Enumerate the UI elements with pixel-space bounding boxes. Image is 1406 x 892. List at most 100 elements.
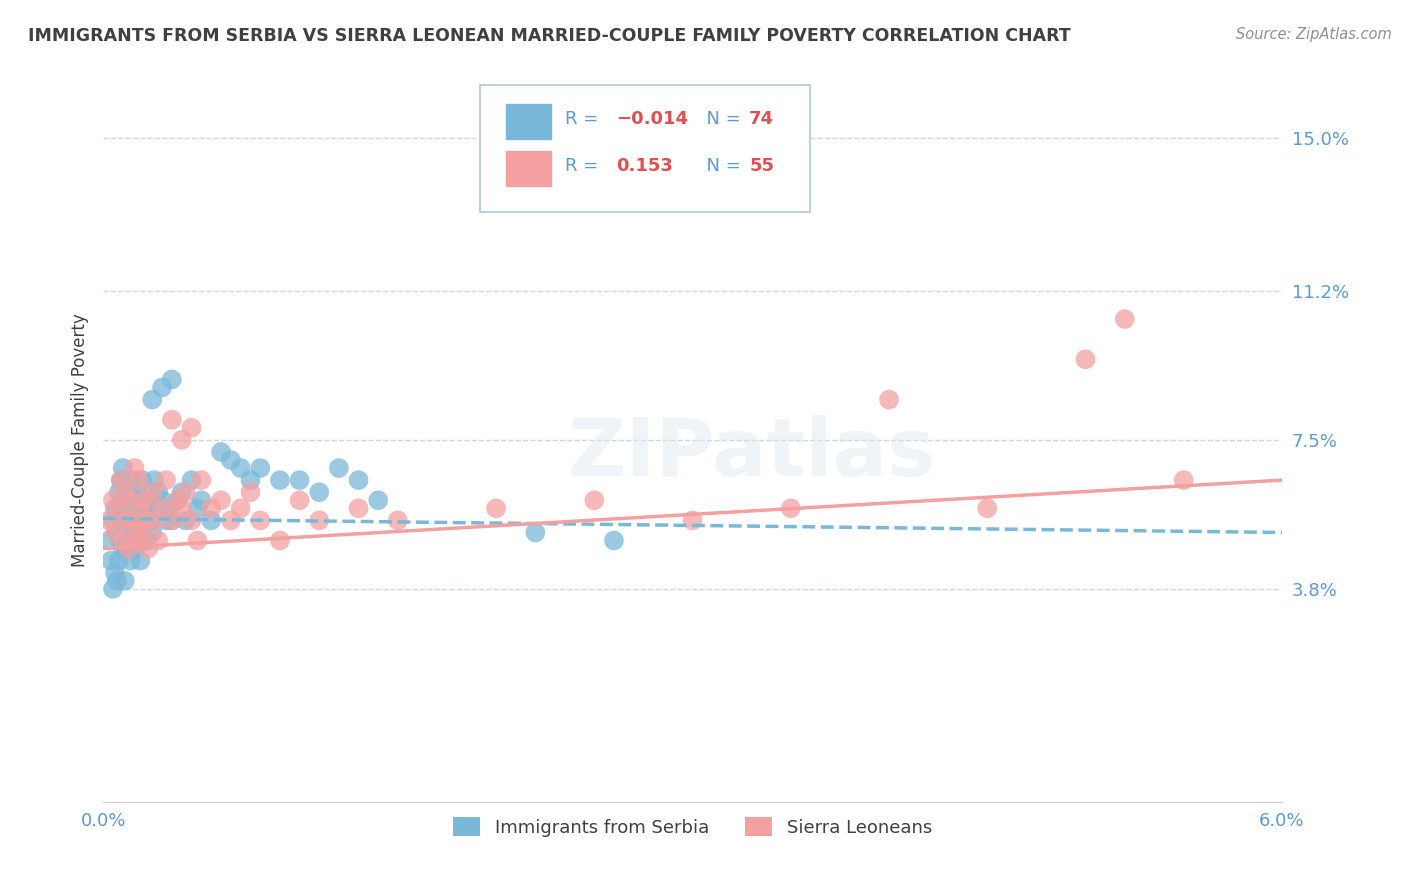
Point xyxy=(229,461,252,475)
Point xyxy=(328,461,350,475)
FancyBboxPatch shape xyxy=(481,85,810,211)
Point xyxy=(200,501,222,516)
Point xyxy=(288,473,311,487)
Point xyxy=(111,513,134,527)
Point xyxy=(120,554,142,568)
Text: N =: N = xyxy=(695,157,747,175)
Point xyxy=(110,533,132,548)
Point xyxy=(110,473,132,487)
Point xyxy=(110,473,132,487)
Point xyxy=(101,493,124,508)
Point xyxy=(190,473,212,487)
Point xyxy=(155,473,177,487)
Point xyxy=(111,461,134,475)
Point xyxy=(174,485,197,500)
Point xyxy=(121,513,143,527)
Point xyxy=(387,513,409,527)
Point xyxy=(118,541,141,556)
Point xyxy=(131,525,153,540)
Point xyxy=(98,533,121,548)
Point xyxy=(121,473,143,487)
Point xyxy=(160,372,183,386)
Point xyxy=(269,473,291,487)
Point xyxy=(108,485,131,500)
Point xyxy=(347,473,370,487)
Point xyxy=(128,533,150,548)
Point xyxy=(141,485,163,500)
Point xyxy=(120,493,142,508)
Point xyxy=(209,493,232,508)
Point xyxy=(347,501,370,516)
Point xyxy=(219,513,242,527)
Point xyxy=(128,473,150,487)
Point xyxy=(1173,473,1195,487)
Point xyxy=(125,513,148,527)
Point xyxy=(125,525,148,540)
Text: −0.014: −0.014 xyxy=(616,110,688,128)
Point xyxy=(124,525,146,540)
Point xyxy=(219,453,242,467)
Point xyxy=(1114,312,1136,326)
Point xyxy=(170,501,193,516)
Point xyxy=(120,513,142,527)
Bar xyxy=(506,152,551,186)
Point xyxy=(1074,352,1097,367)
Point xyxy=(128,533,150,548)
Point xyxy=(779,501,801,516)
Point xyxy=(146,533,169,548)
Point xyxy=(249,461,271,475)
Point xyxy=(249,513,271,527)
Point xyxy=(118,485,141,500)
Point xyxy=(269,533,291,548)
Point xyxy=(131,501,153,516)
Text: 0.153: 0.153 xyxy=(616,157,673,175)
Point xyxy=(145,501,167,516)
Point xyxy=(101,582,124,596)
Point xyxy=(524,525,547,540)
Y-axis label: Married-Couple Family Poverty: Married-Couple Family Poverty xyxy=(72,313,89,566)
Point xyxy=(146,485,169,500)
Point xyxy=(98,513,121,527)
Point xyxy=(682,513,704,527)
Point xyxy=(115,513,138,527)
Point xyxy=(101,513,124,527)
Point xyxy=(190,493,212,508)
Point xyxy=(170,485,193,500)
Legend: Immigrants from Serbia, Sierra Leoneans: Immigrants from Serbia, Sierra Leoneans xyxy=(446,810,939,844)
Point xyxy=(115,541,138,556)
Point xyxy=(128,513,150,527)
Point xyxy=(583,493,606,508)
Text: Source: ZipAtlas.com: Source: ZipAtlas.com xyxy=(1236,27,1392,42)
Point xyxy=(976,501,998,516)
Point xyxy=(105,574,128,588)
Point xyxy=(160,513,183,527)
Point xyxy=(239,473,262,487)
Point xyxy=(180,473,202,487)
Point xyxy=(108,501,131,516)
Point xyxy=(115,513,138,527)
Point xyxy=(129,501,152,516)
Point xyxy=(308,485,330,500)
Point xyxy=(111,533,134,548)
Text: R =: R = xyxy=(565,110,605,128)
Point xyxy=(186,501,208,516)
Point xyxy=(115,493,138,508)
Point xyxy=(135,493,157,508)
Point xyxy=(105,525,128,540)
Point xyxy=(108,554,131,568)
Point xyxy=(150,493,173,508)
Point xyxy=(108,501,131,516)
Point xyxy=(128,485,150,500)
Point xyxy=(139,513,162,527)
Text: IMMIGRANTS FROM SERBIA VS SIERRA LEONEAN MARRIED-COUPLE FAMILY POVERTY CORRELATI: IMMIGRANTS FROM SERBIA VS SIERRA LEONEAN… xyxy=(28,27,1071,45)
Point xyxy=(141,392,163,407)
Point xyxy=(135,533,157,548)
Point xyxy=(180,421,202,435)
Point xyxy=(118,533,141,548)
Point xyxy=(129,554,152,568)
Text: N =: N = xyxy=(695,110,747,128)
Point xyxy=(114,574,136,588)
Point xyxy=(134,513,156,527)
Point xyxy=(111,541,134,556)
Point xyxy=(114,525,136,540)
